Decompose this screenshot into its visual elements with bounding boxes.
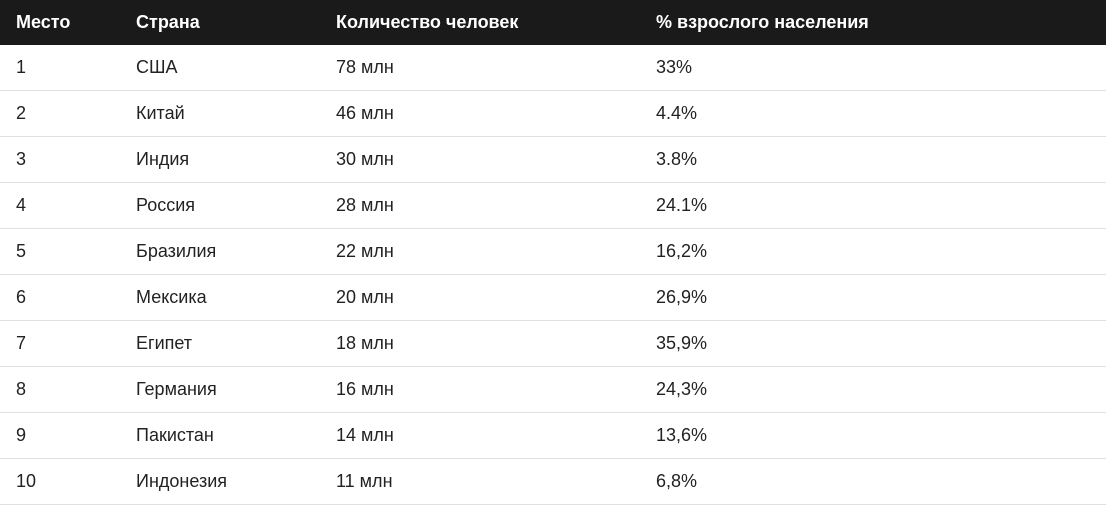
- cell-count: 14 млн: [320, 413, 640, 459]
- table-row: 8 Германия 16 млн 24,3%: [0, 367, 1106, 413]
- cell-rank: 4: [0, 183, 120, 229]
- table-row: 3 Индия 30 млн 3.8%: [0, 137, 1106, 183]
- table-row: 4 Россия 28 млн 24.1%: [0, 183, 1106, 229]
- cell-country: Германия: [120, 367, 320, 413]
- cell-percent: 26,9%: [640, 275, 1106, 321]
- cell-rank: 9: [0, 413, 120, 459]
- table-row: 6 Мексика 20 млн 26,9%: [0, 275, 1106, 321]
- table-row: 7 Египет 18 млн 35,9%: [0, 321, 1106, 367]
- cell-percent: 24.1%: [640, 183, 1106, 229]
- cell-percent: 6,8%: [640, 459, 1106, 505]
- cell-rank: 7: [0, 321, 120, 367]
- cell-count: 28 млн: [320, 183, 640, 229]
- cell-rank: 3: [0, 137, 120, 183]
- cell-country: Индия: [120, 137, 320, 183]
- cell-count: 46 млн: [320, 91, 640, 137]
- table-row: 10 Индонезия 11 млн 6,8%: [0, 459, 1106, 505]
- cell-country: Мексика: [120, 275, 320, 321]
- table-row: 9 Пакистан 14 млн 13,6%: [0, 413, 1106, 459]
- country-ranking-table: Место Страна Количество человек % взросл…: [0, 0, 1106, 505]
- cell-count: 16 млн: [320, 367, 640, 413]
- table-row: 5 Бразилия 22 млн 16,2%: [0, 229, 1106, 275]
- table-header-row: Место Страна Количество человек % взросл…: [0, 0, 1106, 45]
- cell-rank: 8: [0, 367, 120, 413]
- cell-country: Китай: [120, 91, 320, 137]
- cell-rank: 6: [0, 275, 120, 321]
- cell-count: 20 млн: [320, 275, 640, 321]
- table-body: 1 США 78 млн 33% 2 Китай 46 млн 4.4% 3 И…: [0, 45, 1106, 505]
- cell-percent: 35,9%: [640, 321, 1106, 367]
- cell-percent: 33%: [640, 45, 1106, 91]
- header-country: Страна: [120, 0, 320, 45]
- cell-country: Индонезия: [120, 459, 320, 505]
- table-row: 1 США 78 млн 33%: [0, 45, 1106, 91]
- header-rank: Место: [0, 0, 120, 45]
- cell-percent: 4.4%: [640, 91, 1106, 137]
- cell-country: Пакистан: [120, 413, 320, 459]
- header-count: Количество человек: [320, 0, 640, 45]
- cell-count: 30 млн: [320, 137, 640, 183]
- header-percent: % взрослого населения: [640, 0, 1106, 45]
- cell-count: 18 млн: [320, 321, 640, 367]
- cell-count: 11 млн: [320, 459, 640, 505]
- cell-percent: 24,3%: [640, 367, 1106, 413]
- cell-country: Бразилия: [120, 229, 320, 275]
- cell-percent: 3.8%: [640, 137, 1106, 183]
- cell-country: США: [120, 45, 320, 91]
- cell-country: Египет: [120, 321, 320, 367]
- cell-rank: 2: [0, 91, 120, 137]
- cell-count: 78 млн: [320, 45, 640, 91]
- cell-rank: 10: [0, 459, 120, 505]
- cell-country: Россия: [120, 183, 320, 229]
- table-row: 2 Китай 46 млн 4.4%: [0, 91, 1106, 137]
- cell-rank: 5: [0, 229, 120, 275]
- cell-percent: 16,2%: [640, 229, 1106, 275]
- cell-rank: 1: [0, 45, 120, 91]
- cell-count: 22 млн: [320, 229, 640, 275]
- cell-percent: 13,6%: [640, 413, 1106, 459]
